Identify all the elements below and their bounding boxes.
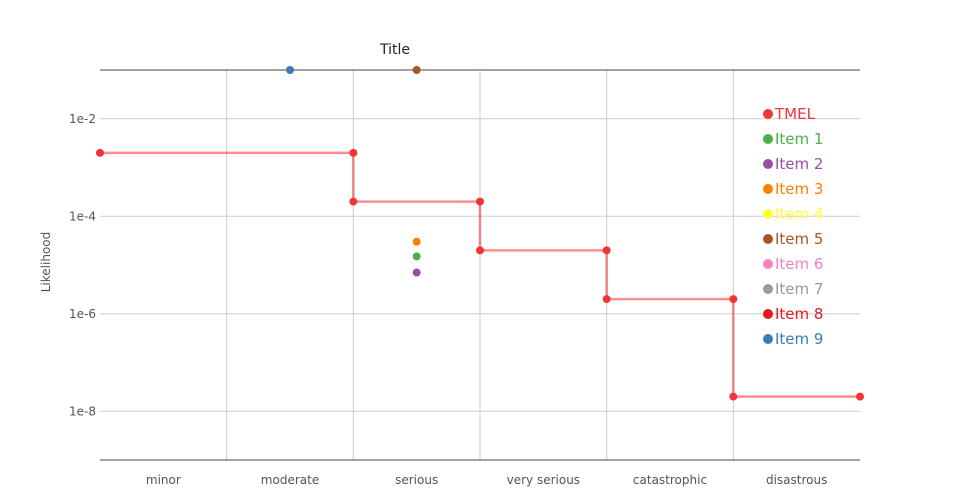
legend-item-item-7[interactable]: Item 7 bbox=[763, 280, 823, 298]
chart-title: Title bbox=[379, 42, 410, 58]
series-lines bbox=[100, 151, 860, 398]
data-point[interactable] bbox=[349, 197, 358, 206]
legend-label: Item 7 bbox=[775, 280, 823, 298]
data-point[interactable] bbox=[96, 148, 104, 157]
axes bbox=[100, 69, 860, 461]
legend-item-item-6[interactable]: Item 6 bbox=[763, 255, 823, 273]
legend-item-item-9[interactable]: Item 9 bbox=[763, 330, 823, 348]
data-point[interactable] bbox=[412, 237, 421, 246]
y-tick-label: 1e-2 bbox=[69, 112, 96, 126]
data-point[interactable] bbox=[412, 252, 421, 261]
x-tick-label: catastrophic bbox=[633, 473, 707, 487]
data-point[interactable] bbox=[602, 246, 611, 255]
y-tick-label: 1e-6 bbox=[69, 307, 96, 321]
y-tick-label: 1e-8 bbox=[69, 404, 96, 418]
legend-marker bbox=[763, 209, 773, 219]
legend-marker bbox=[763, 184, 773, 194]
legend-item-item-8[interactable]: Item 8 bbox=[763, 305, 823, 323]
legend-marker bbox=[763, 284, 773, 294]
x-tick-label: minor bbox=[146, 473, 181, 487]
series-points bbox=[96, 66, 864, 401]
legend-item-item-4[interactable]: Item 4 bbox=[763, 205, 823, 223]
y-axis-title: Likelihood bbox=[39, 232, 53, 293]
data-point[interactable] bbox=[729, 392, 738, 401]
series-line-tmel[interactable] bbox=[100, 151, 860, 398]
legend-item-item-1[interactable]: Item 1 bbox=[763, 130, 823, 148]
legend-label: Item 1 bbox=[775, 130, 823, 148]
grid bbox=[100, 70, 860, 460]
legend-label: Item 2 bbox=[775, 155, 823, 173]
data-point[interactable] bbox=[476, 197, 484, 206]
y-tick-label: 1e-4 bbox=[69, 209, 96, 223]
legend-item-item-5[interactable]: Item 5 bbox=[763, 230, 823, 248]
legend-label: Item 9 bbox=[775, 330, 823, 348]
legend-item-item-3[interactable]: Item 3 bbox=[763, 180, 823, 198]
legend-label: Item 6 bbox=[775, 255, 823, 273]
legend-label: Item 4 bbox=[775, 205, 823, 223]
legend-item-tmel[interactable]: TMEL bbox=[763, 105, 816, 123]
data-point[interactable] bbox=[729, 295, 738, 304]
x-tick-label: serious bbox=[395, 473, 438, 487]
x-tick-label: disastrous bbox=[766, 473, 827, 487]
data-point[interactable] bbox=[412, 66, 421, 74]
legend[interactable]: TMEL Item 1 Item 2 Item 3 Item 4 Item 5 Item 6… bbox=[763, 105, 823, 348]
legend-label: Item 8 bbox=[775, 305, 823, 323]
data-point[interactable] bbox=[349, 148, 358, 157]
x-tick-label: moderate bbox=[261, 473, 319, 487]
tick-labels: 1e-2 1e-4 1e-6 1e-8 minor moderate serious very… bbox=[69, 112, 827, 487]
legend-marker bbox=[763, 109, 773, 119]
legend-marker bbox=[763, 259, 773, 269]
data-point[interactable] bbox=[856, 392, 864, 401]
legend-label: Item 5 bbox=[775, 230, 823, 248]
legend-marker bbox=[763, 309, 773, 319]
x-tick-label: very serious bbox=[507, 473, 580, 487]
legend-marker bbox=[763, 334, 773, 344]
legend-marker bbox=[763, 159, 773, 169]
legend-marker bbox=[763, 134, 773, 144]
data-point[interactable] bbox=[602, 295, 611, 304]
data-point[interactable] bbox=[412, 268, 421, 277]
legend-label: Item 3 bbox=[775, 180, 823, 198]
data-point[interactable] bbox=[286, 66, 294, 74]
legend-label: TMEL bbox=[774, 105, 816, 123]
legend-marker bbox=[763, 234, 773, 244]
data-point[interactable] bbox=[476, 246, 484, 255]
legend-item-item-2[interactable]: Item 2 bbox=[763, 155, 823, 173]
